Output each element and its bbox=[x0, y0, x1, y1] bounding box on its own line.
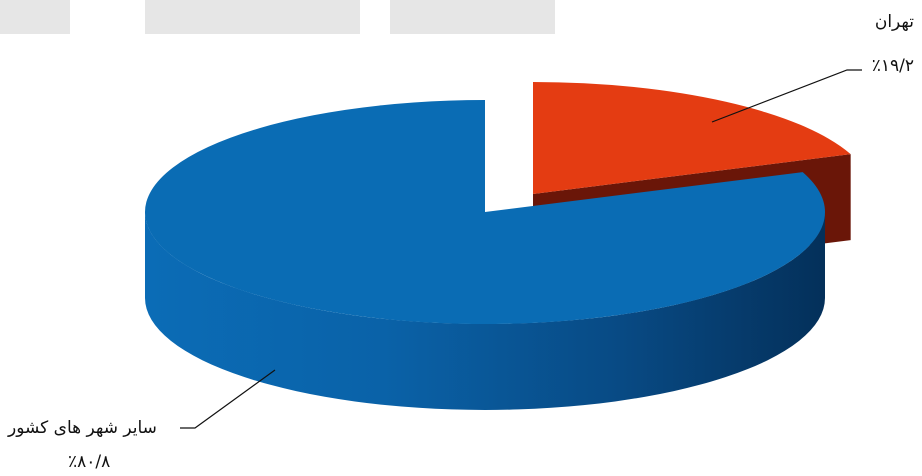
watermark-block bbox=[145, 0, 360, 34]
slice-label-tehran: تهران bbox=[874, 12, 914, 32]
watermark-block bbox=[0, 0, 70, 34]
pie-slice-side bbox=[145, 212, 825, 410]
slice-label-other-cities: سایر شهر های کشور bbox=[8, 418, 157, 438]
leader-line bbox=[180, 369, 276, 429]
slice-value-other-cities: ٪۸۰/۸ bbox=[68, 452, 111, 472]
leader-line bbox=[711, 69, 862, 123]
slice-value-tehran: ٪۱۹/۲ bbox=[871, 56, 914, 76]
pie-slice bbox=[144, 100, 825, 324]
watermark-block bbox=[390, 0, 555, 34]
pie-slice bbox=[533, 82, 851, 194]
